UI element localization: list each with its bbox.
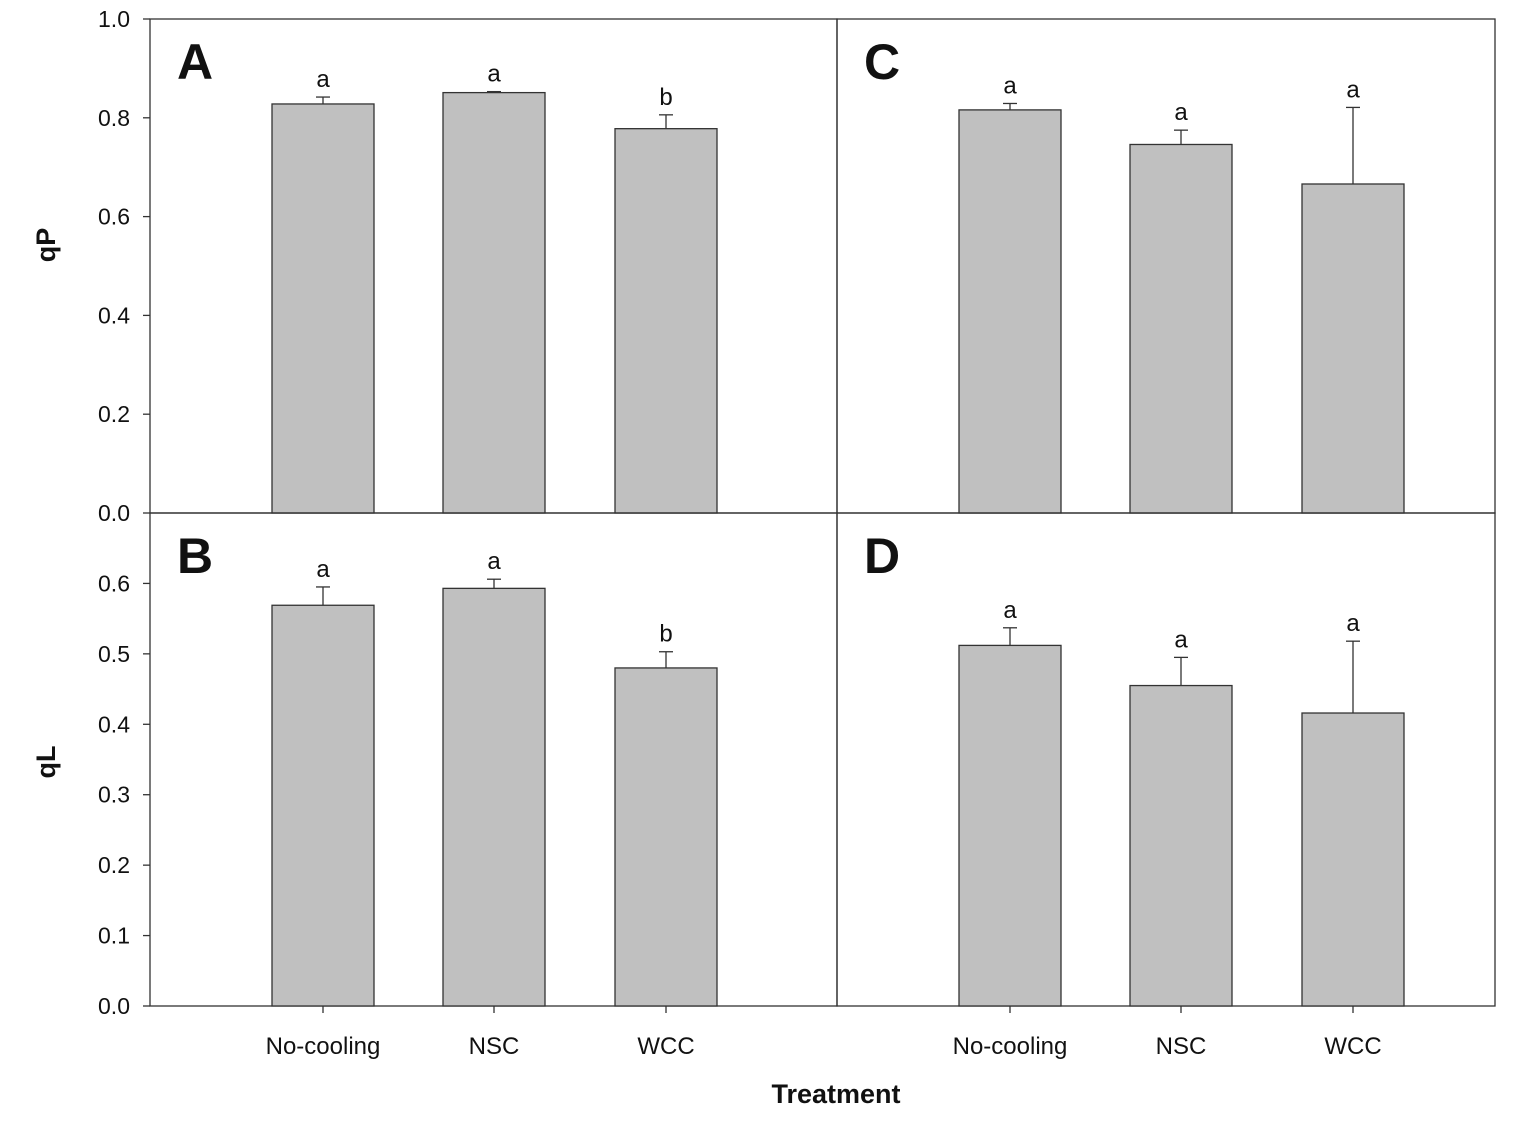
significance-letter: a: [487, 61, 501, 88]
y-tick-label: 0.5: [98, 641, 130, 667]
y-tick-label: 0.2: [98, 852, 130, 878]
panel-letter: C: [864, 34, 900, 90]
bar-wcc: [614, 128, 718, 514]
bar-no-cooling: [958, 644, 1062, 1007]
bar-no-cooling: [958, 109, 1062, 514]
bar-wcc: [1301, 183, 1405, 514]
y-axis-title-ql: qL: [31, 746, 61, 779]
x-tick-label: NSC: [469, 1033, 520, 1060]
x-tick-label: WCC: [1324, 1033, 1381, 1060]
y-tick-label: 1.0: [98, 6, 130, 32]
significance-letter: a: [316, 66, 330, 93]
y-tick-label: 0.8: [98, 105, 130, 131]
significance-letter: a: [316, 556, 330, 583]
panel-a: 0.0 0.2 0.4 0.6 0.8 1.0 a a b A: [98, 6, 838, 526]
panel-letter: B: [177, 528, 213, 584]
significance-letter: a: [1346, 76, 1360, 103]
bar-nsc: [1129, 684, 1233, 1007]
x-tick-label: WCC: [637, 1033, 694, 1060]
x-tick-label: No-cooling: [266, 1033, 381, 1060]
y-tick-label: 0.4: [98, 302, 130, 328]
x-tick-label: No-cooling: [953, 1033, 1068, 1060]
y-tick-label: 0.3: [98, 782, 130, 808]
bar-no-cooling: [271, 103, 375, 514]
y-tick-label: 0.6: [98, 570, 130, 596]
y-tick-label: 0.6: [98, 204, 130, 230]
panel-c: a a a C: [836, 18, 1496, 514]
y-tick-label: 0.2: [98, 401, 130, 427]
bar-wcc: [1301, 712, 1405, 1007]
significance-letter: b: [659, 621, 672, 648]
y-axis-title-qp: qP: [31, 228, 61, 263]
panel-letter: D: [864, 528, 900, 584]
panel-letter: A: [177, 34, 213, 90]
x-axis-title: Treatment: [771, 1079, 900, 1109]
panel-d: a No-cooling a NSC a WCC D: [836, 512, 1496, 1060]
bar-wcc: [614, 667, 718, 1007]
y-tick-label: 0.0: [98, 500, 130, 526]
y-tick-label: 0.0: [98, 993, 130, 1019]
significance-letter: b: [659, 84, 672, 111]
y-tick-label: 0.4: [98, 711, 130, 737]
significance-letter: a: [1174, 99, 1188, 126]
y-tick-label: 0.1: [98, 923, 130, 949]
bar-nsc: [1129, 143, 1233, 514]
panel-b: 0.0 0.1 0.2 0.3 0.4 0.5 0.6 a No-cooling a NSC b WCC…: [98, 512, 838, 1060]
significance-letter: a: [1346, 610, 1360, 637]
panels-layer: 0.00.20.40.60.81.0a abA aaaC0.00.10.20.30.…: [98, 6, 1496, 1060]
bar-nsc: [442, 91, 546, 514]
significance-letter: a: [1003, 72, 1017, 99]
bar-no-cooling: [271, 604, 375, 1007]
significance-letter: a: [1174, 626, 1188, 653]
significance-letter: a: [487, 548, 501, 575]
significance-letter: a: [1003, 597, 1017, 624]
x-tick-label: NSC: [1156, 1033, 1207, 1060]
bar-nsc: [442, 587, 546, 1007]
